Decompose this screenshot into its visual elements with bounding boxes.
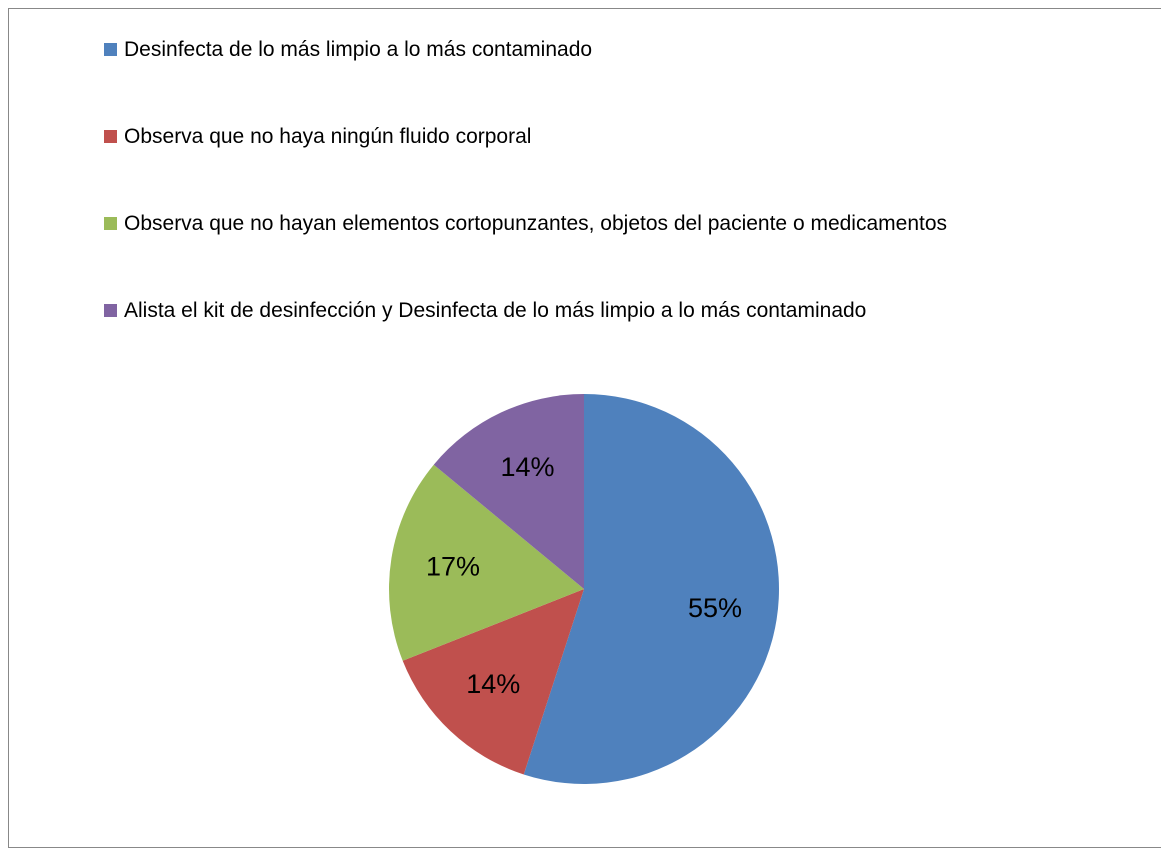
legend-item: Desinfecta de lo más limpio a lo más con… [104, 34, 1004, 121]
pie-slice [389, 464, 584, 661]
pie-slice [402, 589, 584, 775]
pie-slice [523, 394, 780, 785]
legend-item: Observa que no haya ningún fluido corpor… [104, 121, 1004, 208]
legend-label: Desinfecta de lo más limpio a lo más con… [124, 38, 593, 61]
legend-label: Observa que no haya ningún fluido corpor… [124, 125, 532, 148]
pie-slice [433, 394, 584, 589]
legend-swatch [104, 43, 117, 56]
data-label: 17% [426, 551, 480, 581]
legend: Desinfecta de lo más limpio a lo más con… [104, 34, 1004, 382]
legend-swatch [104, 130, 117, 143]
legend-item: Alista el kit de desinfección y Desinfec… [104, 295, 1004, 382]
data-label: 14% [466, 669, 520, 699]
data-label: 55% [688, 593, 742, 623]
data-label: 14% [501, 452, 555, 482]
legend-swatch [104, 217, 117, 230]
legend-swatch [104, 304, 117, 317]
legend-item: Observa que no hayan elementos cortopunz… [104, 208, 1004, 295]
legend-label: Alista el kit de desinfección y Desinfec… [124, 299, 867, 322]
legend-label: Observa que no hayan elementos cortopunz… [124, 212, 948, 235]
